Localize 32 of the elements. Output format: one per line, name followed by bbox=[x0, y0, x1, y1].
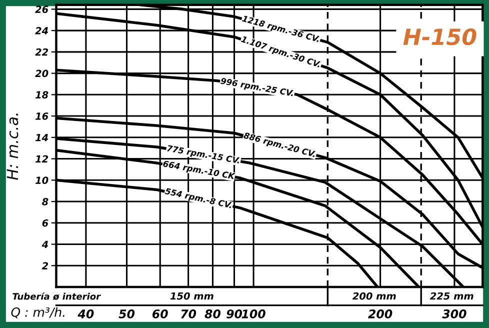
y-axis-title: H: m.c.a. bbox=[6, 114, 18, 180]
y-tick-label: 2 bbox=[42, 262, 48, 270]
text: 554 rpm.-8 CV. bbox=[164, 188, 232, 210]
y-tick-label: 10 bbox=[35, 176, 48, 184]
x-tick-label: 300 bbox=[442, 309, 466, 318]
x-tick-label: 100 bbox=[242, 309, 266, 318]
y-tick-label: 16 bbox=[35, 112, 48, 120]
text: 886 rpm.-20 CV. bbox=[242, 132, 316, 159]
x-tick-label: 60 bbox=[152, 309, 168, 318]
text: 996 rpm.-25 CV. bbox=[220, 78, 294, 98]
y-tick-label: 26 bbox=[35, 6, 48, 14]
x-axis-title: Q : m³/h. bbox=[11, 307, 64, 318]
text: 200 mm bbox=[352, 292, 396, 300]
y-tick-label: 12 bbox=[35, 155, 48, 162]
text: H-150 bbox=[403, 28, 476, 46]
x-tick-label: 200 bbox=[368, 309, 392, 318]
y-tick-label: 20 bbox=[35, 70, 48, 78]
y-tick-label: 4 bbox=[42, 240, 48, 248]
text: 225 mm bbox=[430, 292, 474, 300]
y-tick-label: 8 bbox=[42, 198, 48, 206]
y-tick-label: 6 bbox=[42, 219, 48, 227]
text: Tubería ø interior bbox=[12, 292, 101, 300]
x-tick-label: 50 bbox=[118, 309, 135, 318]
y-tick-label: 14 bbox=[35, 134, 48, 142]
text: 150 mm bbox=[170, 292, 214, 300]
y-tick-label: 24 bbox=[35, 27, 48, 34]
x-tick-label: 40 bbox=[78, 309, 94, 318]
y-tick-label: 22 bbox=[35, 48, 48, 56]
x-tick-label: 80 bbox=[204, 309, 221, 318]
x-tick-label: 90 bbox=[226, 309, 242, 318]
y-tick-label: 18 bbox=[35, 91, 48, 99]
x-tick-label: 70 bbox=[181, 309, 196, 318]
